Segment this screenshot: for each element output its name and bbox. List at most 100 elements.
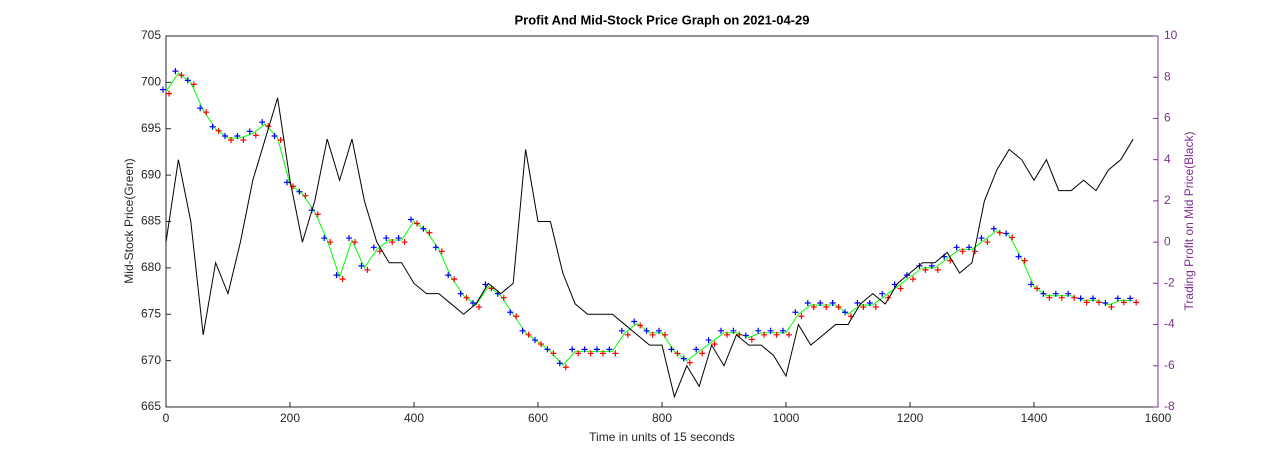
x-axis-label: Time in units of 15 seconds xyxy=(589,430,735,444)
trade-marker xyxy=(966,244,972,251)
trade-marker xyxy=(674,350,681,357)
trade-marker xyxy=(934,266,941,273)
trade-marker xyxy=(748,336,755,343)
y-tick-label: 685 xyxy=(141,214,161,228)
trade-marker xyxy=(438,248,445,255)
trade-marker xyxy=(513,313,520,320)
trade-marker xyxy=(215,127,222,134)
trade-marker xyxy=(1127,295,1134,302)
trade-marker xyxy=(594,346,600,353)
trade-marker xyxy=(786,331,792,338)
trade-marker xyxy=(1058,294,1065,301)
trade-marker xyxy=(1046,294,1053,301)
trade-marker xyxy=(767,327,774,334)
trade-marker xyxy=(364,266,371,273)
trade-marker xyxy=(184,77,191,84)
trade-marker xyxy=(314,211,321,218)
x-tick-label: 0 xyxy=(163,411,170,425)
trade-marker xyxy=(556,360,563,367)
trade-marker xyxy=(1040,290,1047,297)
y2-tick-label: -6 xyxy=(1164,358,1175,372)
trade-marker xyxy=(284,179,290,186)
trade-marker xyxy=(1133,299,1140,306)
chart-title: Profit And Mid-Stock Price Graph on 2021… xyxy=(515,12,810,27)
trade-marker xyxy=(631,318,638,325)
trade-marker xyxy=(550,350,557,357)
trade-marker xyxy=(662,331,668,338)
trade-marker xyxy=(370,244,377,251)
trade-marker xyxy=(872,303,879,310)
y2-tick-label: -8 xyxy=(1164,399,1175,413)
trade-marker xyxy=(842,309,848,316)
trade-marker xyxy=(587,350,594,357)
y2-tick-label: 8 xyxy=(1164,69,1171,83)
trade-marker xyxy=(1015,253,1022,260)
trade-marker xyxy=(327,239,334,246)
y-tick-label: 680 xyxy=(141,260,161,274)
trade-marker xyxy=(637,322,644,329)
trade-marker xyxy=(1108,303,1115,310)
trade-marker xyxy=(562,364,569,371)
trade-marker xyxy=(246,128,253,135)
trade-marker xyxy=(166,90,172,97)
trade-marker xyxy=(1102,299,1109,306)
trade-marker xyxy=(680,355,687,362)
trade-marker xyxy=(581,346,588,353)
trade-marker xyxy=(1077,295,1084,302)
trade-marker xyxy=(252,132,259,139)
trade-marker xyxy=(718,327,724,334)
trade-marker xyxy=(897,285,904,292)
trade-marker xyxy=(984,239,991,246)
trade-marker xyxy=(420,225,427,232)
trade-marker xyxy=(451,276,458,283)
trade-marker xyxy=(1096,299,1102,306)
trade-marker xyxy=(755,327,762,334)
trade-marker xyxy=(401,239,408,246)
trade-marker xyxy=(426,229,433,236)
trade-marker xyxy=(569,346,576,353)
trade-marker xyxy=(333,272,340,279)
trade-marker xyxy=(996,229,1003,236)
trade-marker xyxy=(618,327,625,334)
trade-marker xyxy=(383,235,390,242)
trade-marker xyxy=(792,309,799,316)
y2-tick-label: 2 xyxy=(1164,193,1171,207)
y-tick-label: 695 xyxy=(141,121,161,135)
trade-marker xyxy=(544,346,551,353)
trade-marker xyxy=(470,299,476,306)
trade-marker xyxy=(705,337,712,344)
trade-marker xyxy=(203,109,210,116)
trade-marker xyxy=(656,327,662,334)
series-line xyxy=(165,97,1134,399)
trade-marker xyxy=(525,331,532,338)
trade-marker xyxy=(978,235,985,242)
trade-marker xyxy=(686,359,693,366)
trade-marker xyxy=(1071,294,1078,301)
trade-marker xyxy=(234,133,241,140)
x-tick-label: 1600 xyxy=(1145,411,1172,425)
trade-marker xyxy=(866,299,873,306)
trade-marker xyxy=(1034,285,1040,292)
trade-marker xyxy=(532,337,538,344)
trade-marker xyxy=(389,239,396,246)
plot-area xyxy=(165,35,1159,408)
trade-marker xyxy=(1083,299,1090,306)
trade-marker xyxy=(209,123,216,130)
y2-tick-label: -4 xyxy=(1164,317,1175,331)
trade-marker xyxy=(1021,257,1028,264)
trade-marker xyxy=(835,303,842,310)
x-tick-label: 1400 xyxy=(1021,411,1048,425)
trade-marker xyxy=(339,276,346,283)
trade-marker xyxy=(296,188,303,195)
series-line xyxy=(165,72,1134,367)
trade-marker xyxy=(259,119,266,126)
trade-marker xyxy=(228,137,234,144)
y-tick-label: 665 xyxy=(141,399,161,413)
y2-tick-label: 0 xyxy=(1164,234,1171,248)
trade-marker xyxy=(463,294,470,301)
trade-marker xyxy=(190,81,197,88)
trade-marker xyxy=(222,133,228,140)
trade-marker xyxy=(358,262,365,269)
trade-marker xyxy=(649,331,656,338)
trade-marker xyxy=(990,225,997,232)
